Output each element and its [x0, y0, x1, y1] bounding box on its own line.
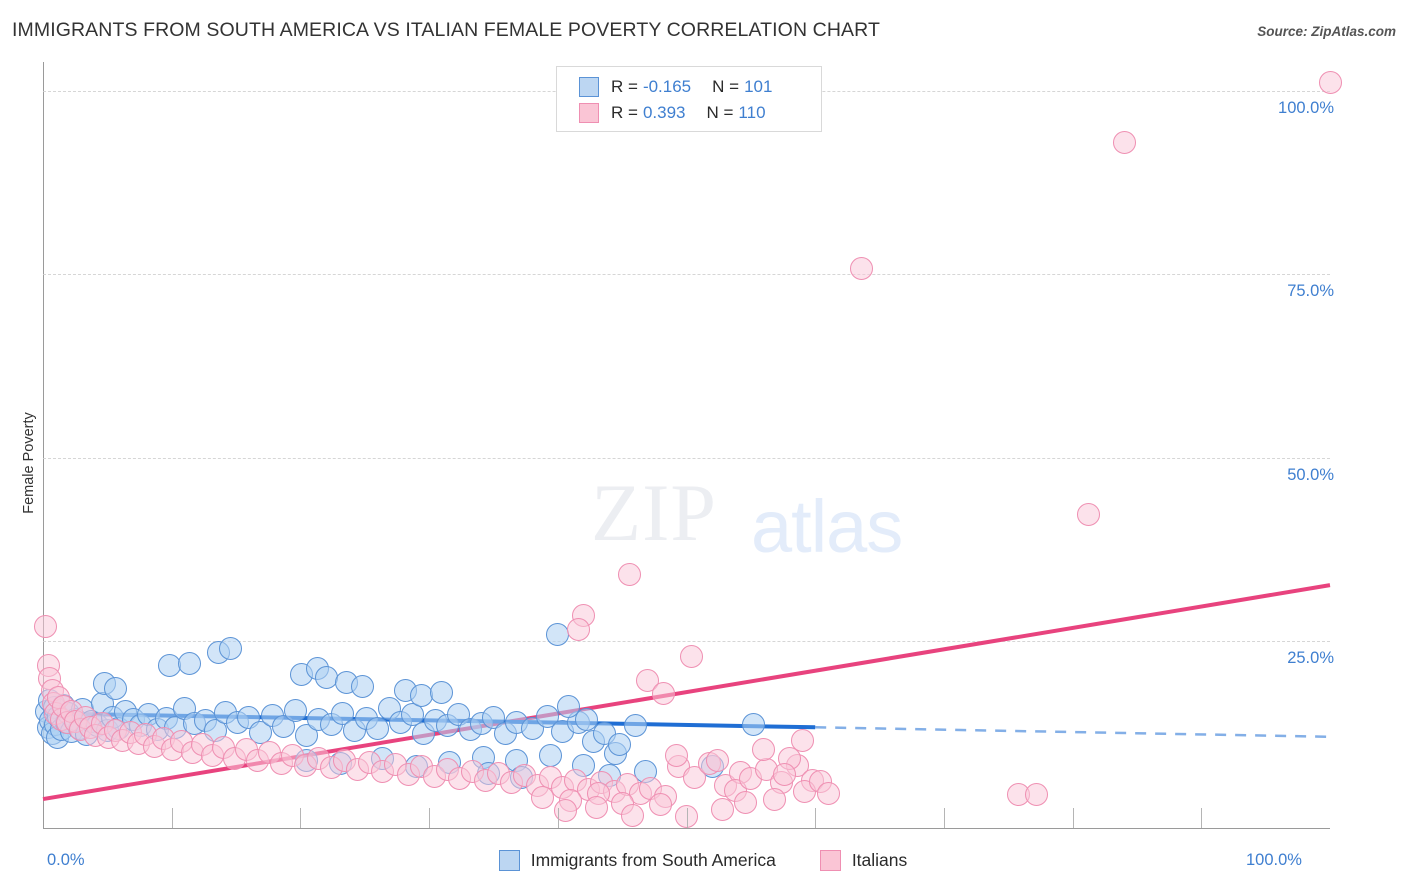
- y-tick-label: 75.0%: [1287, 282, 1334, 301]
- scatter-point: [536, 704, 559, 728]
- scatter-point: [772, 762, 796, 786]
- legend-item-immigrants[interactable]: Immigrants from South America: [498, 850, 776, 871]
- x-axis-tick: [815, 808, 817, 828]
- scatter-point: [790, 728, 814, 752]
- legend-item-italians[interactable]: Italians: [819, 850, 908, 871]
- scatter-point: [664, 743, 688, 767]
- x-axis-tick: [300, 808, 302, 828]
- legend-n-value-blue: 101: [744, 77, 773, 96]
- scatter-point: [705, 749, 729, 773]
- legend-r-value-blue: -0.165: [642, 77, 692, 96]
- series-legend: Immigrants from South America Italians: [0, 850, 1406, 871]
- scatter-point: [366, 717, 390, 741]
- scatter-point: [314, 665, 338, 689]
- gridline: [43, 640, 1330, 642]
- x-axis-line: [43, 828, 1330, 829]
- stats-legend-row-blue: R = -0.165 N = 101: [579, 74, 772, 100]
- source-label: Source: ZipAtlas.com: [1257, 24, 1396, 39]
- legend-label-immigrants: Immigrants from South America: [530, 850, 776, 870]
- scatter-point: [682, 765, 706, 789]
- x-axis-tick: [943, 808, 945, 828]
- y-tick-label: 100.0%: [1278, 99, 1334, 118]
- page-title: IMMIGRANTS FROM SOUTH AMERICA VS ITALIAN…: [12, 19, 880, 41]
- scatter-point: [1076, 503, 1100, 527]
- scatter-point: [651, 682, 675, 706]
- legend-n-value-pink: 110: [738, 103, 766, 122]
- y-tick-label: 50.0%: [1287, 465, 1334, 484]
- scatter-point: [103, 676, 127, 700]
- scatter-point: [430, 681, 454, 705]
- legend-swatch-immigrants: [579, 77, 599, 97]
- y-axis-title: Female Poverty: [21, 412, 37, 514]
- scatter-point: [350, 674, 374, 698]
- scatter-point: [34, 615, 58, 639]
- scatter-point: [554, 799, 578, 823]
- scatter-point: [734, 790, 758, 814]
- legend-swatch-italians-bottom: [819, 850, 841, 871]
- scatter-point: [623, 714, 647, 738]
- legend-swatch-italians: [579, 103, 599, 123]
- y-tick-label: 25.0%: [1287, 648, 1334, 667]
- scatter-point: [850, 257, 874, 281]
- legend-r-value-pink: 0.393: [642, 103, 686, 122]
- scatter-point: [816, 781, 840, 805]
- scatter-point: [574, 708, 598, 732]
- x-axis-tick: [171, 808, 173, 828]
- legend-swatch-immigrants-bottom: [498, 850, 520, 871]
- scatter-point: [1025, 783, 1049, 807]
- scatter-point: [219, 637, 243, 661]
- x-tick-label: 100.0%: [1246, 851, 1302, 869]
- scatter-point: [409, 683, 433, 707]
- scatter-point: [752, 737, 776, 761]
- x-tick-label: 0.0%: [47, 851, 85, 869]
- plot-area: ZIP atlas: [34, 62, 1342, 829]
- x-axis-tick: [686, 808, 688, 828]
- trend-line-immigrants-projected: [815, 726, 1331, 739]
- gridline: [43, 457, 1330, 459]
- stats-legend-row-pink: R = 0.393 N = 110: [579, 100, 766, 126]
- x-axis-tick: [557, 808, 559, 828]
- scatter-point: [762, 787, 786, 811]
- scatter-point: [178, 652, 202, 676]
- scatter-point: [530, 786, 554, 810]
- scatter-point: [1318, 71, 1342, 94]
- x-axis-tick: [429, 808, 431, 828]
- scatter-point: [1112, 131, 1136, 155]
- legend-label-italians: Italians: [851, 850, 908, 870]
- scatter-point: [283, 698, 307, 722]
- scatter-point: [400, 703, 424, 727]
- x-axis-tick: [1072, 808, 1074, 828]
- stats-legend: R = -0.165 N = 101 R = 0.393 N = 110: [556, 66, 822, 132]
- scatter-point: [741, 712, 765, 736]
- scatter-point: [556, 695, 580, 719]
- y-axis-line: [43, 62, 44, 828]
- scatter-point: [566, 618, 590, 642]
- scatter-point: [680, 645, 704, 669]
- scatter-point: [649, 793, 673, 817]
- legend-n-label-blue: N =: [712, 77, 740, 96]
- scatter-point: [538, 744, 562, 768]
- legend-r-label-pink: R =: [611, 103, 638, 122]
- scatter-point: [618, 563, 642, 587]
- x-axis-tick: [1201, 808, 1203, 828]
- scatter-point: [584, 796, 608, 820]
- gridline: [43, 274, 1330, 276]
- scatter-point: [711, 797, 735, 821]
- scatter-point: [157, 654, 181, 678]
- legend-n-label-pink: N =: [706, 103, 734, 122]
- legend-r-label-blue: R =: [611, 77, 638, 96]
- scatter-point: [331, 701, 355, 725]
- scatter-point: [608, 733, 632, 757]
- scatter-point: [620, 803, 644, 827]
